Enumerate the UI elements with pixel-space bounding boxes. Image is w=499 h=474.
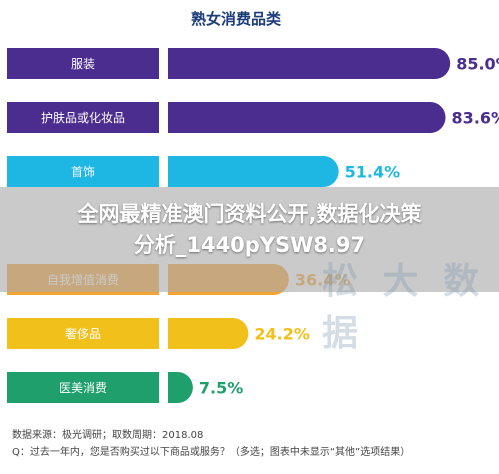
overlay-band	[0, 187, 499, 292]
category-label: 医美消费	[59, 381, 107, 395]
question-note: Q：过去一年内，您是否购买过以下商品或服务？（多选；图表中未显示“其他”选项结果…	[12, 447, 411, 458]
category-box	[7, 372, 159, 403]
bar	[168, 48, 451, 79]
bar	[168, 156, 339, 187]
bar	[168, 318, 249, 349]
category-label: 护肤品或化妆品	[41, 110, 125, 125]
category-box	[7, 318, 159, 349]
bar	[168, 102, 446, 133]
data-label: 7.5%	[199, 379, 243, 398]
overlay-text: 全网最精准澳门资料公开,数据化决策 分析_1440pYSW8.97	[0, 199, 499, 261]
data-label: 83.6%	[452, 109, 499, 128]
data-label: 85.0%	[456, 55, 499, 74]
footer: 数据来源：极光调研；取数周期：2018.08 Q：过去一年内，您是否购买过以下商…	[12, 427, 410, 461]
overlay-line-2: 分析_1440pYSW8.97	[133, 233, 366, 257]
chart-title: 熟女消费品类	[191, 10, 282, 28]
source-note: 数据来源：极光调研；取数周期：2018.08	[12, 430, 204, 441]
data-label: 51.4%	[345, 163, 401, 182]
category-box	[7, 102, 159, 133]
overlay-line-1: 全网最精准澳门资料公开,数据化决策	[77, 202, 422, 226]
category-label: 服装	[71, 57, 95, 71]
category-box	[7, 48, 159, 79]
bar	[168, 372, 193, 403]
category-label: 首饰	[71, 165, 95, 179]
watermark-text: 松 大 数 据	[322, 261, 486, 354]
data-label: 24.2%	[254, 325, 310, 344]
category-box	[7, 156, 159, 187]
category-label: 奢侈品	[65, 327, 101, 341]
